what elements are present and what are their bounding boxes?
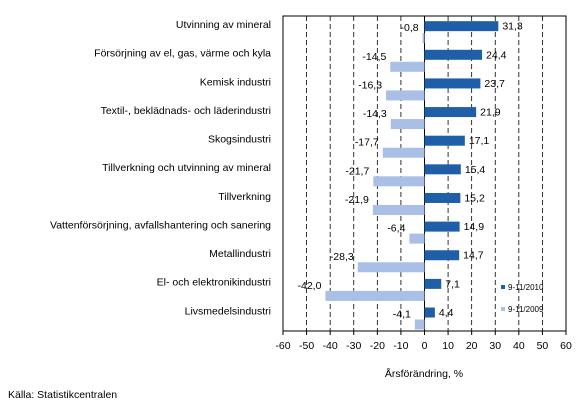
data-label-2009: -4,1 [393,309,411,321]
bar-2010 [424,49,483,60]
bar-2009 [422,33,425,44]
data-label-2009: -17,7 [355,137,379,149]
data-label-2009: -21,9 [345,194,369,206]
bar-2009 [372,204,425,215]
data-label-2010: 15,2 [464,192,485,204]
category-label: Livsmedelsindustri [185,305,271,317]
x-tick-label: 0 [422,340,428,352]
bar-2010 [424,164,461,175]
data-label-2010: 23,7 [484,78,505,90]
category-label: Textil-, beklädnads- och läderindustri [101,105,271,117]
bar-2009 [325,290,425,301]
x-tick-label: 60 [560,340,572,352]
legend-swatch [501,307,505,311]
category-label: Kemisk industri [200,76,271,88]
data-label-2009: -42,0 [298,280,322,292]
x-tick-label: -20 [370,340,385,352]
plot-area: 31,3 -0,8 24,4 -14,5 23,7 -16,3 21,9 -14,3 17,1 -… [282,15,567,332]
data-label-2010: 4,4 [439,307,454,319]
category-label: Vattenförsörjning, avfallshantering och … [50,219,271,231]
x-tick-label: 10 [442,340,454,352]
x-axis: -60 -50 -40 -30 -20 -10 0 10 20 30 40 50 60 [275,331,572,352]
data-label-2009: -28,3 [330,251,354,263]
data-label-2010: 17,1 [469,135,490,147]
data-label-2010: 15,4 [465,164,486,176]
data-label-2010: 24,4 [486,49,507,61]
data-label-2009: -21,7 [345,165,369,177]
category-label: Tillverkning och utvinning av mineral [102,162,271,174]
bar-2010 [424,221,460,232]
bar-2009 [386,90,425,101]
legend-label: 9-11/2009 [508,305,544,314]
x-tick-label: -50 [299,340,314,352]
bar-2009 [390,61,425,72]
legend-label: 9-11/2010 [508,283,544,292]
x-axis-title: Årsförändring, % [385,367,463,380]
bar-2010 [424,107,477,118]
bar-2010 [424,78,481,89]
data-label-2009: -6,4 [387,223,405,235]
bar-2009 [382,147,425,158]
data-label-2009: -16,3 [358,79,382,91]
category-labels: Utvinning av mineral Försörjning av el, g… [50,19,271,317]
category-label: Skogsindustri [208,134,271,146]
category-label: Utvinning av mineral [176,19,271,31]
bar-2010 [424,307,435,318]
bar-2009 [414,319,425,330]
legend: 9-11/2010 9-11/2009 [501,283,544,314]
x-tick-label: 40 [513,340,525,352]
data-label-2010: 14,9 [464,221,485,233]
bar-2010 [424,278,442,289]
data-label-2009: -14,5 [362,51,386,63]
data-label-2010: 21,9 [480,107,501,119]
x-tick-label: 20 [466,340,478,352]
legend-swatch [501,285,505,289]
x-tick-label: -30 [346,340,361,352]
bar-2009 [373,176,425,187]
bar-2010 [424,192,461,203]
category-label: Tillverkning [218,191,271,203]
data-label-2009: -0,8 [401,22,419,34]
data-label-2010: 7,1 [445,278,460,290]
x-tick-label: 50 [537,340,549,352]
category-label: El- och elektronikindustri [157,277,271,289]
x-tick-label: -60 [275,340,290,352]
source-label: Källa: Statistikcentralen [8,389,117,401]
x-tick-label: -40 [323,340,338,352]
bar-2009 [357,262,425,273]
data-label-2010: 31,3 [502,21,523,33]
bar-2009 [409,233,425,244]
bar-2010 [424,21,499,32]
data-label-2009: -14,3 [363,108,387,120]
x-tick-label: -10 [393,340,408,352]
bar-2010 [424,250,460,261]
category-label: Metallindustri [209,248,271,260]
bar-2009 [390,119,425,130]
data-label-2010: 14,7 [463,250,484,262]
category-label: Försörjning av el, gas, värme och kyla [94,48,271,60]
bar-2010 [424,135,465,146]
x-tick-label: 30 [489,340,501,352]
